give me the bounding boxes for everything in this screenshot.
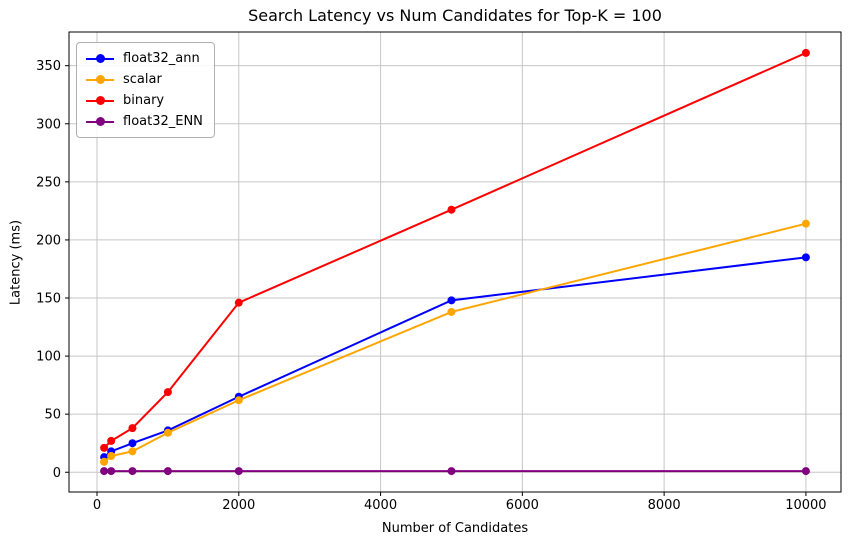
data-point-scalar: [107, 451, 116, 460]
legend-label: binary: [123, 93, 165, 108]
legend-line-marker-icon: [86, 117, 114, 126]
data-point-scalar: [100, 457, 109, 466]
legend-item-scalar: scalar: [86, 69, 203, 90]
x-tick-label: 6000: [506, 498, 539, 513]
data-point-binary: [163, 388, 172, 397]
y-axis-label: Latency (ms): [8, 219, 24, 306]
data-point-float32_ENN: [234, 467, 243, 476]
series-line-float32_ann: [103, 256, 807, 458]
legend-label: scalar: [123, 72, 162, 87]
x-tick-label: 4000: [364, 498, 397, 513]
data-point-binary: [447, 205, 456, 214]
legend-marker-dot-icon: [95, 75, 105, 84]
y-tick-label: 200: [36, 233, 61, 248]
data-point-float32_ann: [801, 253, 810, 262]
x-axis-label: Number of Candidates: [381, 521, 529, 536]
legend-item-float32_ENN: float32_ENN: [86, 111, 203, 132]
y-tick-label: 150: [36, 292, 61, 307]
y-tick-label: 100: [36, 350, 61, 365]
data-point-binary: [128, 424, 137, 433]
data-point-scalar: [234, 396, 243, 405]
x-tick-label: 2000: [222, 498, 255, 513]
legend-marker-dot-icon: [95, 117, 105, 126]
data-point-float32_ENN: [447, 467, 456, 476]
data-point-binary: [801, 48, 810, 57]
data-point-float32_ENN: [801, 467, 810, 476]
data-point-float32_ENN: [100, 467, 109, 476]
x-tick-label: 0: [93, 498, 101, 513]
data-point-binary: [107, 436, 116, 445]
data-point-float32_ENN: [163, 467, 172, 476]
axes-spines: [68, 31, 842, 493]
data-point-binary: [234, 298, 243, 307]
legend-line-marker-icon: [86, 96, 114, 105]
legend-line-marker-icon: [86, 54, 114, 63]
legend-item-float32_ann: float32_ann: [86, 48, 203, 69]
legend-line-marker-icon: [86, 75, 114, 84]
data-point-binary: [100, 443, 109, 452]
legend-marker-dot-icon: [95, 96, 105, 105]
legend-item-binary: binary: [86, 90, 203, 111]
data-point-float32_ENN: [128, 467, 137, 476]
y-tick-label: 350: [36, 59, 61, 74]
legend-marker-dot-icon: [95, 54, 105, 63]
series-line-scalar: [103, 222, 807, 463]
data-point-float32_ann: [447, 296, 456, 305]
x-tick-label: 8000: [648, 498, 681, 513]
legend-label: float32_ENN: [123, 114, 203, 129]
data-point-float32_ENN: [107, 467, 116, 476]
chart-title: Search Latency vs Num Candidates for Top…: [248, 6, 662, 25]
data-point-float32_ann: [128, 439, 137, 448]
data-point-scalar: [801, 219, 810, 228]
y-tick-label: 0: [53, 466, 61, 481]
x-tick-label: 10000: [785, 498, 826, 513]
y-tick-label: 300: [36, 117, 61, 132]
data-point-scalar: [163, 428, 172, 437]
data-point-scalar: [447, 307, 456, 316]
legend-label: float32_ann: [123, 51, 200, 66]
y-tick-label: 250: [36, 175, 61, 190]
data-point-scalar: [128, 447, 137, 456]
y-tick-label: 50: [44, 408, 61, 423]
